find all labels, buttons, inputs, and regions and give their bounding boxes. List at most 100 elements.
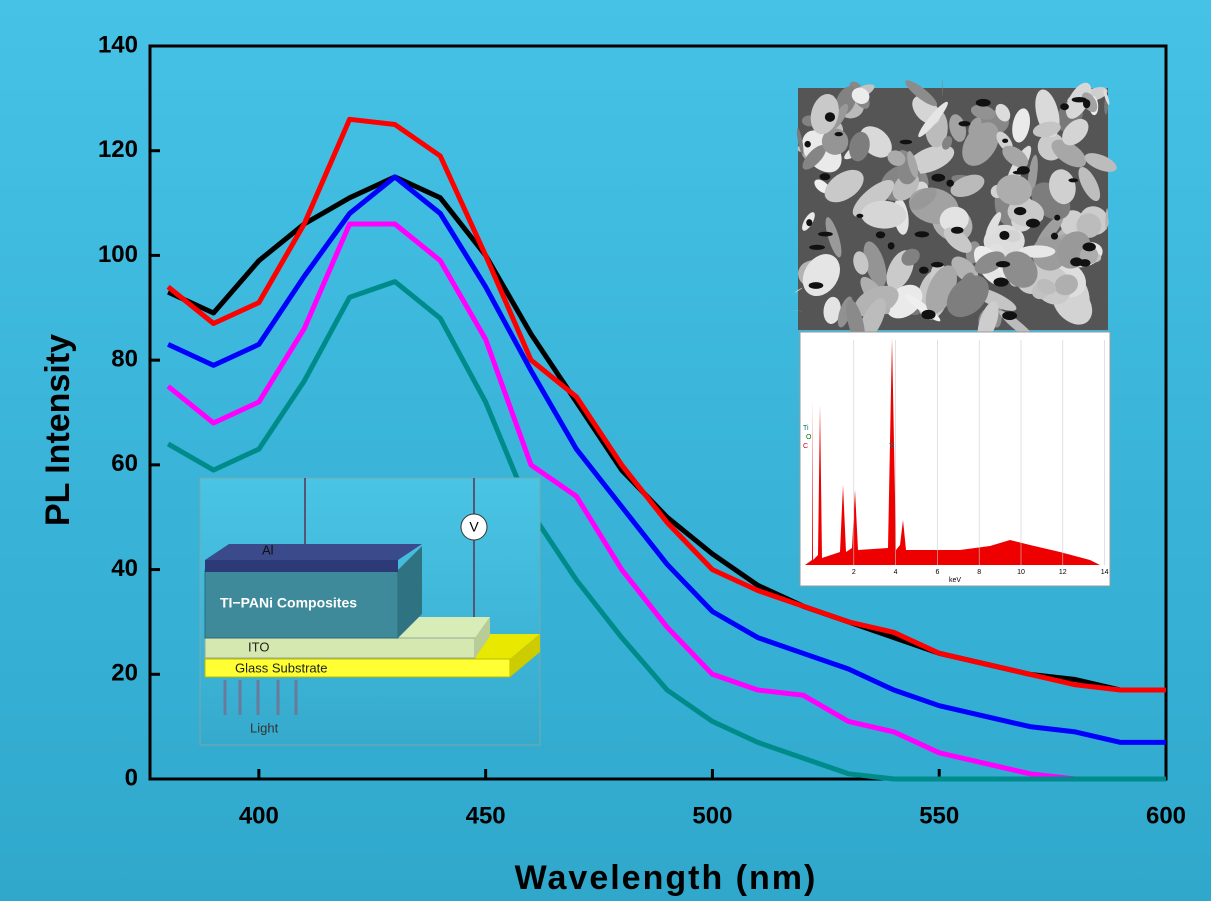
sem-grain bbox=[825, 217, 842, 258]
sem-grain bbox=[949, 114, 967, 142]
sem-inset bbox=[791, 79, 1117, 346]
y-tick-label: 0 bbox=[125, 764, 138, 791]
edx-peak-label: O bbox=[806, 434, 812, 441]
sem-pore bbox=[1082, 99, 1091, 109]
al-top bbox=[205, 544, 422, 560]
edx-tick-label: 4 bbox=[894, 569, 898, 576]
edx-tick-label: 2 bbox=[852, 569, 856, 576]
sem-grain bbox=[863, 241, 887, 287]
sem-grain bbox=[1018, 245, 1056, 258]
y-tick-label: 140 bbox=[98, 31, 138, 58]
x-tick-label: 600 bbox=[1146, 802, 1186, 829]
sem-pore bbox=[993, 277, 1009, 287]
sem-pore bbox=[1025, 218, 1040, 228]
sem-pore bbox=[951, 226, 964, 234]
sem-grain bbox=[1002, 145, 1029, 168]
x-tick-label: 400 bbox=[239, 802, 279, 829]
series-line bbox=[166, 279, 1166, 782]
sem-pore bbox=[856, 213, 864, 218]
edx-peak-label: C bbox=[803, 443, 808, 450]
edx-peak-label: Ti bbox=[889, 443, 895, 450]
light-label: Light bbox=[250, 720, 279, 735]
sem-grain bbox=[946, 275, 989, 318]
x-tick-label: 500 bbox=[692, 802, 732, 829]
sem-pore bbox=[1016, 166, 1030, 175]
al bbox=[205, 560, 398, 572]
sem-pore bbox=[1060, 103, 1069, 111]
sem-pore bbox=[1002, 311, 1018, 321]
composite-side bbox=[398, 546, 422, 638]
sem-grain bbox=[943, 227, 972, 253]
sem-pore bbox=[808, 282, 824, 289]
x-tick-label: 450 bbox=[466, 802, 506, 829]
sem-grain bbox=[1084, 153, 1117, 172]
substrate-side bbox=[510, 634, 540, 677]
edx-peak-label: Ti bbox=[803, 425, 809, 432]
sem-grain bbox=[1105, 208, 1109, 230]
sem-grain bbox=[796, 128, 804, 155]
sem-pore bbox=[1068, 178, 1079, 183]
series-line bbox=[166, 116, 1166, 693]
sem-pore bbox=[930, 261, 944, 268]
edx-inset: 2 4 6 8 10 12 14 keV Ti OC Ti bbox=[799, 331, 1111, 587]
sem-grain bbox=[996, 174, 1032, 206]
sem-pore bbox=[899, 139, 913, 145]
sem-pore bbox=[914, 231, 930, 238]
sem-pore bbox=[887, 242, 895, 250]
sem-grain bbox=[802, 144, 827, 170]
sem-grain bbox=[1051, 139, 1087, 168]
ito-label: ITO bbox=[248, 639, 269, 654]
sem-grain bbox=[901, 248, 920, 266]
sem-grain bbox=[887, 150, 906, 166]
sem-grain bbox=[794, 287, 803, 293]
sem-pore bbox=[958, 120, 971, 127]
sem-pore bbox=[818, 231, 833, 237]
sem-grain bbox=[918, 101, 948, 138]
edx-tick-label: 10 bbox=[1017, 569, 1025, 576]
sem-grain bbox=[1032, 121, 1061, 138]
sem-pore bbox=[809, 244, 825, 250]
sem-pore bbox=[824, 112, 836, 122]
sem-pore bbox=[919, 266, 929, 274]
y-tick-label: 60 bbox=[111, 450, 138, 477]
sem-grain bbox=[1103, 89, 1110, 105]
light-rays bbox=[223, 680, 298, 715]
plot-frame bbox=[148, 44, 1168, 781]
sem-pore bbox=[1050, 232, 1059, 240]
sem-grain bbox=[849, 131, 870, 162]
sem-grain bbox=[974, 251, 1005, 274]
edx-xlabel: keV bbox=[949, 577, 961, 584]
sem-pore bbox=[995, 261, 1011, 268]
sem-grain bbox=[1048, 169, 1076, 205]
sem-grain bbox=[970, 104, 996, 120]
sem-grain bbox=[810, 94, 839, 135]
sem-grain bbox=[907, 150, 918, 178]
sem-grain bbox=[824, 169, 864, 203]
sem-grain bbox=[905, 80, 938, 107]
sem-pore bbox=[1082, 242, 1096, 252]
sem-pore bbox=[1071, 96, 1087, 103]
composite-label: TI−PANi Composites bbox=[220, 595, 357, 611]
y-tick-label: 40 bbox=[111, 555, 138, 582]
sem-grain bbox=[791, 310, 805, 312]
sem-pore bbox=[931, 173, 946, 182]
sem-pore bbox=[806, 219, 813, 227]
y-tick-label: 100 bbox=[98, 241, 138, 268]
device-inset: V Al TI−PANi Composites ITO Glass Substr… bbox=[199, 477, 541, 746]
sem-grain bbox=[909, 187, 937, 210]
al-label: Al bbox=[262, 542, 274, 557]
sem-grain bbox=[861, 200, 907, 229]
sem-grain bbox=[1078, 166, 1101, 202]
voltmeter bbox=[460, 513, 488, 541]
sem-grain bbox=[1076, 213, 1102, 238]
sem-grain bbox=[907, 145, 955, 174]
sem-grain bbox=[939, 206, 969, 233]
sem-grain bbox=[1036, 278, 1057, 295]
sem-pore bbox=[1070, 257, 1083, 267]
sem-grain bbox=[985, 212, 1002, 239]
sem-grain bbox=[950, 174, 985, 197]
sem-pore bbox=[999, 230, 1010, 240]
x-axis-label: Wavelength (nm) bbox=[515, 859, 818, 897]
sem-grain bbox=[1062, 118, 1089, 146]
